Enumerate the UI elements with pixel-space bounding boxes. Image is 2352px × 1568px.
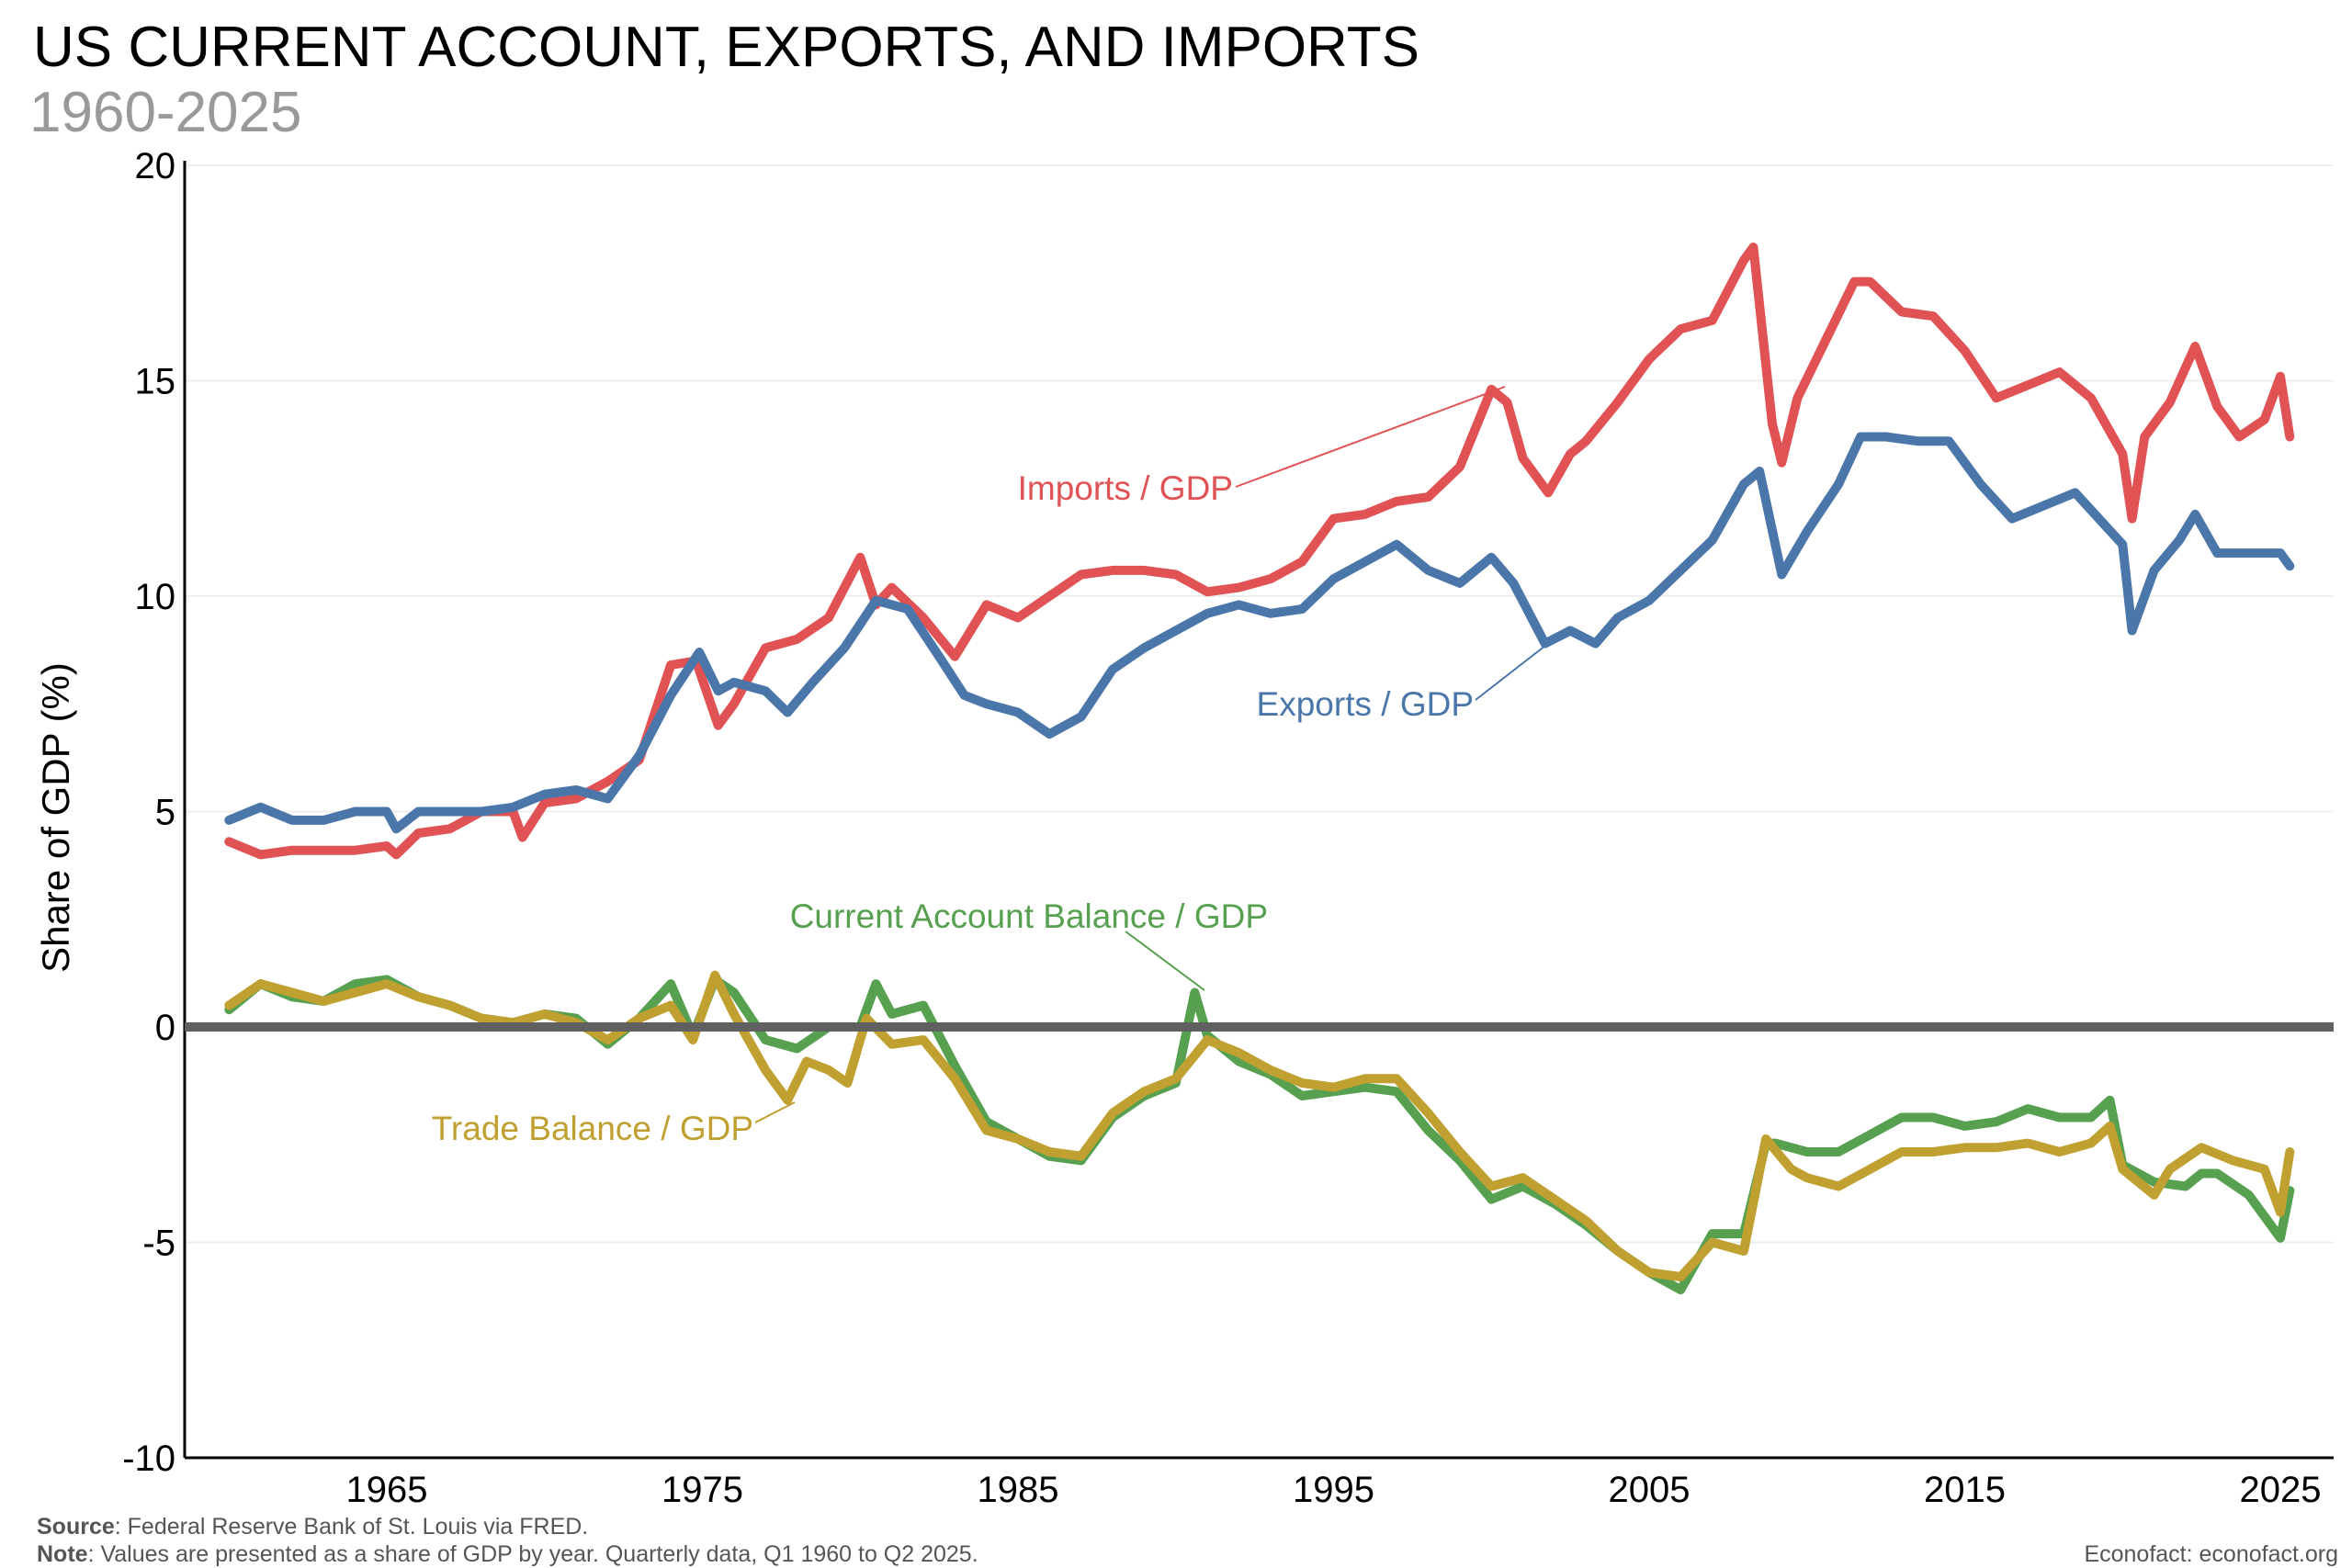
- x-tick-label: 2025: [2240, 1470, 2322, 1510]
- y-tick-label: 10: [135, 577, 176, 617]
- y-tick-label: 20: [135, 146, 176, 186]
- y-tick-label: -10: [122, 1438, 175, 1479]
- trade-balance-label: Trade Balance / GDP: [432, 1110, 753, 1147]
- y-tick-label: -5: [142, 1224, 175, 1264]
- exports-line: [224, 432, 2295, 834]
- chart-title: US CURRENT ACCOUNT, EXPORTS, AND IMPORTS: [33, 16, 1419, 79]
- x-tick-label: 2005: [1609, 1470, 1690, 1510]
- trade-balance-leader-line: [754, 1101, 796, 1123]
- x-tick-label: 1985: [978, 1470, 1059, 1510]
- imports-line: [224, 243, 2295, 860]
- trade-balance-line: [224, 970, 2295, 1281]
- exports-leader-line: [1475, 641, 1551, 701]
- y-axis-title: Share of GDP (%): [34, 662, 77, 973]
- note-text: : Values are presented as a share of GDP…: [88, 1541, 978, 1567]
- x-tick-label: 1965: [346, 1470, 428, 1510]
- y-tick-label: 0: [155, 1008, 175, 1048]
- source-label: Source: [37, 1514, 115, 1540]
- x-axis-ticks: 1965 1975 1985 1995 2005 2015 2025: [346, 1470, 2322, 1510]
- series-lines: [185, 243, 2334, 1295]
- current-account-leader-line: [1125, 931, 1205, 991]
- chart-subtitle: 1960-2025: [29, 81, 302, 144]
- x-tick-label: 1975: [662, 1470, 743, 1510]
- imports-label: Imports / GDP: [1018, 469, 1233, 507]
- footer-note: Note: Values are presented as a share of…: [37, 1541, 978, 1567]
- y-axis-ticks: -10 -5 0 5 10 15 20: [122, 146, 175, 1479]
- current-account-label: Current Account Balance / GDP: [790, 897, 1268, 935]
- note-label: Note: [37, 1541, 88, 1567]
- y-tick-label: 5: [155, 793, 175, 833]
- x-tick-label: 1995: [1293, 1470, 1374, 1510]
- exports-label: Exports / GDP: [1257, 685, 1474, 723]
- x-tick-label: 2015: [1924, 1470, 2006, 1510]
- imports-leader-line: [1235, 386, 1506, 488]
- footer-source: Source: Federal Reserve Bank of St. Loui…: [37, 1514, 588, 1540]
- source-text: : Federal Reserve Bank of St. Louis via …: [115, 1514, 589, 1540]
- y-tick-label: 15: [135, 362, 176, 402]
- footer-credit: Econofact: econofact.org: [2084, 1541, 2338, 1567]
